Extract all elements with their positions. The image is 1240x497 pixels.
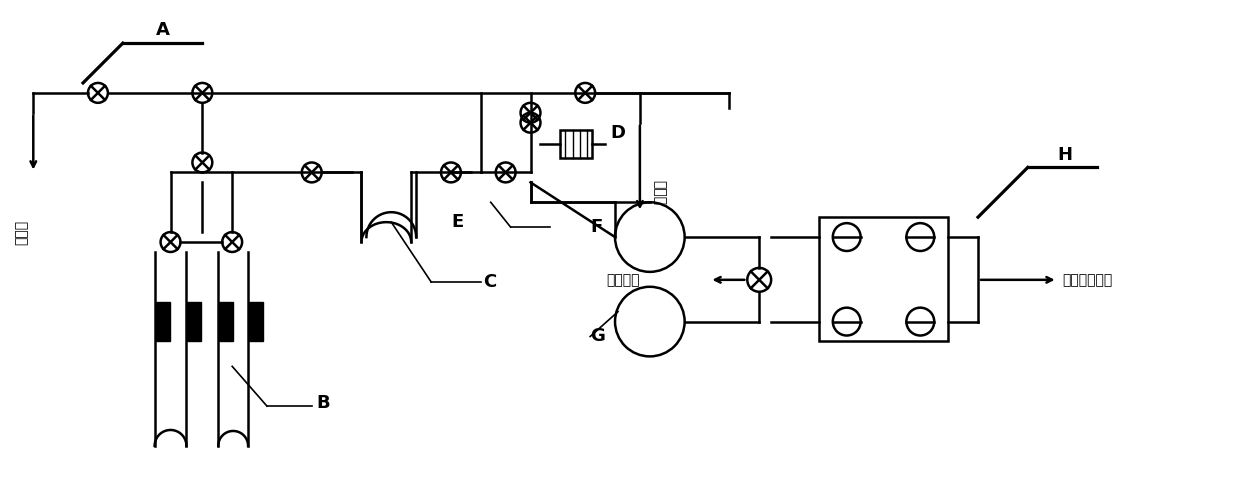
Bar	[818, 217, 949, 341]
Text: A: A	[156, 21, 170, 39]
Text: F: F	[590, 218, 603, 236]
Bar	[155, 302, 170, 341]
Text: 到尾气泵: 到尾气泵	[606, 273, 640, 287]
Text: 到质谱离子源: 到质谱离子源	[1063, 273, 1112, 287]
Text: B: B	[316, 394, 330, 412]
Text: G: G	[590, 328, 605, 345]
Bar	[219, 302, 233, 341]
Text: C: C	[482, 273, 496, 291]
Bar	[249, 302, 263, 341]
Text: 低真空: 低真空	[652, 180, 666, 205]
Text: D: D	[610, 124, 625, 142]
Text: 高真空: 高真空	[15, 220, 29, 245]
Bar	[560, 130, 593, 158]
Text: E: E	[451, 213, 464, 231]
Bar	[187, 302, 201, 341]
Text: H: H	[1058, 146, 1073, 164]
